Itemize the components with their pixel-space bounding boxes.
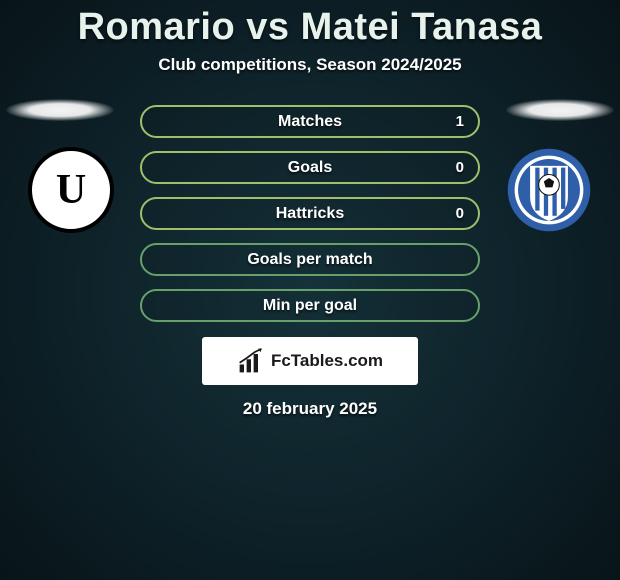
club-badge-left-letter: U — [56, 169, 86, 211]
page-subtitle: Club competitions, Season 2024/2025 — [0, 55, 620, 75]
stat-value: 1 — [456, 113, 464, 130]
stat-bar: Hattricks 0 — [140, 197, 480, 230]
badge-stripe — [561, 168, 565, 209]
club-badge-right-svg — [506, 147, 592, 233]
stat-bar: Min per goal — [140, 289, 480, 322]
brand-badge: FcTables.com — [202, 337, 418, 385]
club-badge-left-circle: U — [28, 147, 114, 233]
brand-text: FcTables.com — [271, 351, 383, 371]
player-right-silhouette-shadow — [506, 99, 614, 121]
stat-label: Matches — [278, 113, 342, 131]
brand-icon — [237, 347, 265, 375]
club-badge-left: U — [28, 147, 114, 233]
stat-value: 0 — [456, 205, 464, 222]
badge-stripe — [535, 168, 539, 211]
stat-label: Goals per match — [247, 251, 372, 269]
stat-bar: Goals per match — [140, 243, 480, 276]
stat-bars: Matches 1 Goals 0 Hattricks 0 Goals per match M… — [140, 105, 480, 322]
stat-label: Min per goal — [263, 297, 357, 315]
stat-label: Hattricks — [276, 205, 344, 223]
page-title: Romario vs Matei Tanasa — [0, 0, 620, 49]
stat-bar: Matches 1 — [140, 105, 480, 138]
stat-label: Goals — [288, 159, 332, 177]
snapshot-date: 20 february 2025 — [0, 399, 620, 419]
player-left-silhouette-shadow — [6, 99, 114, 121]
club-badge-right — [506, 147, 592, 233]
comparison-region: U Matches 1 Goals 0 Hattricks 0 Goals per matc… — [0, 105, 620, 419]
stat-value: 0 — [456, 159, 464, 176]
stat-bar: Goals 0 — [140, 151, 480, 184]
